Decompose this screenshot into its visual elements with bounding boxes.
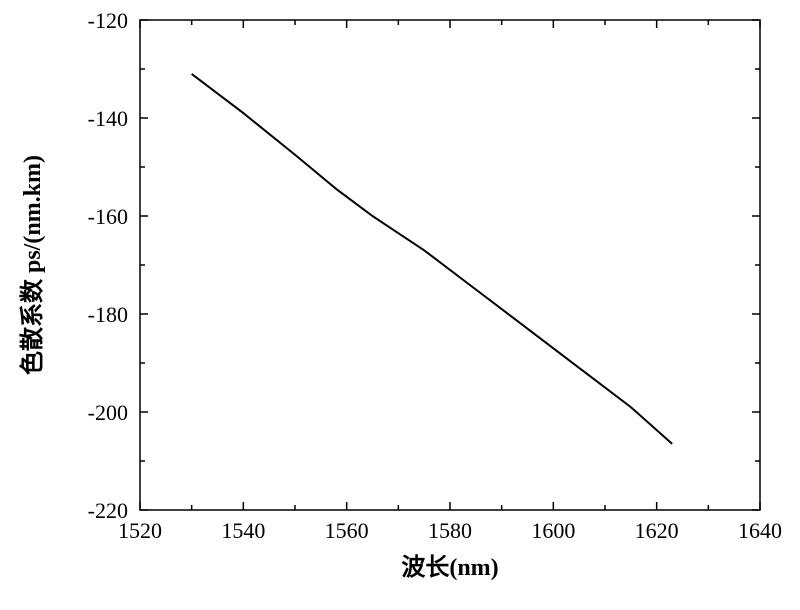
x-tick-label: 1540 bbox=[221, 518, 265, 543]
y-tick-label: -120 bbox=[88, 8, 128, 33]
y-tick-label: -180 bbox=[88, 302, 128, 327]
y-tick-label: -140 bbox=[88, 106, 128, 131]
x-tick-label: 1620 bbox=[635, 518, 679, 543]
x-tick-label: 1580 bbox=[428, 518, 472, 543]
y-tick-label: -200 bbox=[88, 400, 128, 425]
y-axis-label: 色散系数 ps/(nm.km) bbox=[18, 155, 46, 375]
dispersion-series-line bbox=[192, 74, 673, 444]
y-tick-label: -160 bbox=[88, 204, 128, 229]
y-tick-label: -220 bbox=[88, 498, 128, 523]
plot-frame bbox=[140, 20, 760, 510]
chart-container: 1520154015601580160016201640-220-200-180… bbox=[0, 0, 800, 610]
x-tick-label: 1600 bbox=[531, 518, 575, 543]
x-axis-label: 波长(nm) bbox=[401, 554, 498, 581]
x-tick-label: 1640 bbox=[738, 518, 782, 543]
dispersion-line-chart: 1520154015601580160016201640-220-200-180… bbox=[0, 0, 800, 610]
x-tick-label: 1560 bbox=[325, 518, 369, 543]
